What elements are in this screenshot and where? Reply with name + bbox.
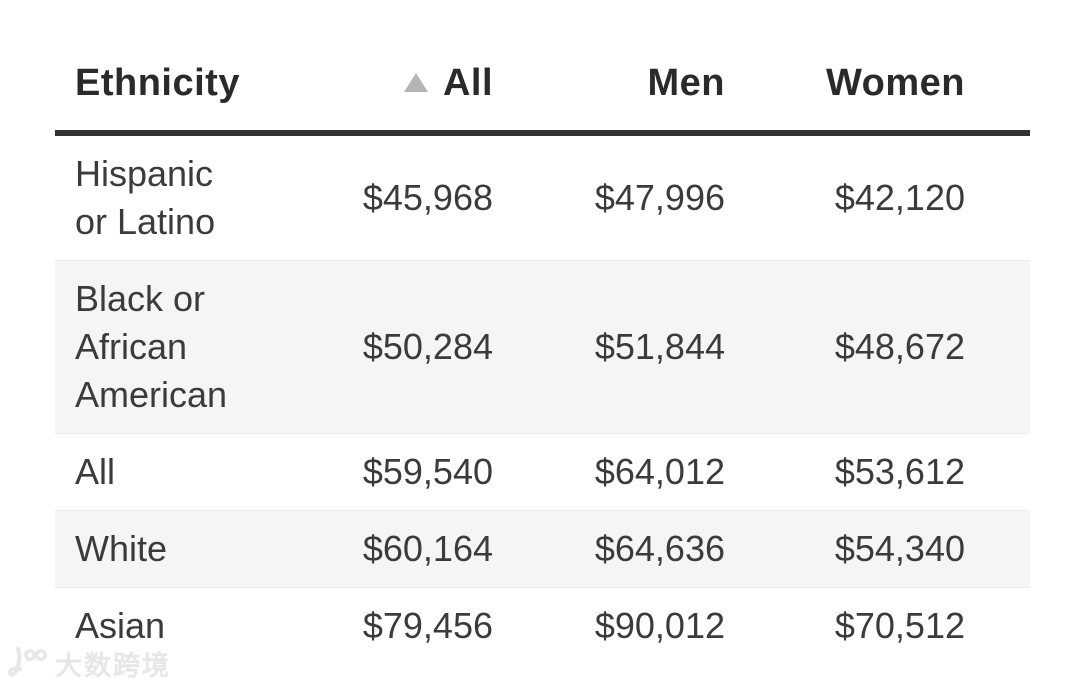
ethnicity-label-line: All: [75, 451, 116, 492]
ethnicity-cell: All: [55, 434, 315, 511]
column-header-all-label: All: [442, 62, 493, 104]
ethnicity-cell: Hispanic or Latino: [55, 133, 315, 261]
ethnicity-cell: White: [55, 511, 315, 588]
women-value-cell: $53,612: [834, 451, 965, 492]
all-value-cell: $60,164: [362, 528, 493, 569]
all-value-cell: $79,456: [362, 605, 493, 646]
men-value-cell: $51,844: [594, 326, 725, 367]
ethnicity-cell: Black or African American: [55, 261, 315, 434]
column-header-women[interactable]: Women: [825, 62, 965, 104]
sort-ascending-icon: [403, 73, 428, 92]
watermark-text: 大数跨境: [55, 650, 171, 681]
men-value-cell: $64,012: [594, 451, 725, 492]
ethnicity-label-line: or Latino: [75, 201, 216, 242]
ethnicity-label-line: Black or: [75, 278, 206, 319]
ethnicity-label-line: Hispanic: [75, 153, 214, 194]
column-header-men[interactable]: Men: [647, 62, 725, 104]
women-value-cell: $54,340: [834, 528, 965, 569]
ethnicity-label-line: Asian: [75, 605, 166, 646]
women-value-cell: $48,672: [834, 326, 965, 367]
salary-by-ethnicity-table: Ethnicity All Men Women Hispanic or Lati…: [55, 62, 1030, 664]
ethnicity-label-line: African: [75, 326, 188, 367]
women-value-cell: $70,512: [834, 605, 965, 646]
table-row-white: White $60,164 $64,636 $54,340: [55, 510, 1030, 588]
watermark-logo-icon: [8, 647, 47, 677]
watermark: 大数跨境: [8, 644, 171, 682]
table-row-asian: Asian $79,456 $90,012 $70,512: [55, 587, 1030, 665]
ethnicity-cell: Asian: [55, 588, 315, 665]
header-row: Ethnicity All Men Women: [55, 62, 1030, 133]
all-value-cell: $59,540: [362, 451, 493, 492]
all-value-cell: $50,284: [362, 326, 493, 367]
men-value-cell: $90,012: [594, 605, 725, 646]
table-row-black-or-african-american: Black or African American $50,284 $51,84…: [55, 260, 1030, 434]
ethnicity-label-line: American: [75, 374, 228, 415]
men-value-cell: $64,636: [594, 528, 725, 569]
column-header-ethnicity[interactable]: Ethnicity: [75, 62, 240, 104]
men-value-cell: $47,996: [594, 177, 725, 218]
table-row-all: All $59,540 $64,012 $53,612: [55, 433, 1030, 511]
ethnicity-label-line: White: [75, 528, 168, 569]
table-row-hispanic-or-latino: Hispanic or Latino $45,968 $47,996 $42,1…: [55, 133, 1030, 261]
women-value-cell: $42,120: [834, 177, 965, 218]
column-header-all[interactable]: All: [315, 62, 493, 133]
all-value-cell: $45,968: [362, 177, 493, 218]
